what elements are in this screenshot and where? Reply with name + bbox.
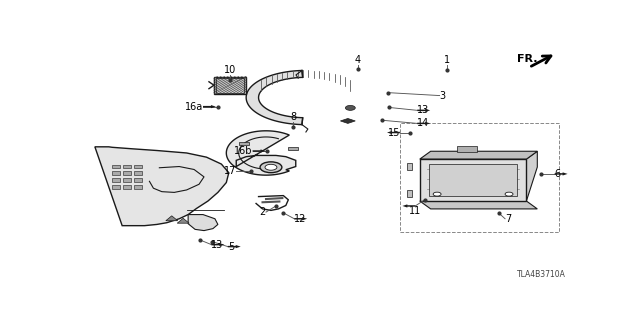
- FancyArrow shape: [211, 243, 225, 246]
- Bar: [134, 172, 142, 175]
- Bar: [123, 185, 131, 189]
- Bar: [112, 172, 120, 175]
- Polygon shape: [420, 151, 538, 159]
- Bar: [408, 190, 412, 197]
- Bar: [123, 172, 131, 175]
- Polygon shape: [95, 147, 229, 226]
- Text: TLA4B3710A: TLA4B3710A: [517, 270, 566, 279]
- Polygon shape: [227, 131, 296, 175]
- Text: 16a: 16a: [185, 102, 203, 112]
- Polygon shape: [340, 118, 355, 124]
- Bar: [288, 147, 298, 149]
- Bar: [134, 164, 142, 169]
- Polygon shape: [188, 215, 218, 231]
- Bar: [112, 185, 120, 189]
- Circle shape: [346, 105, 355, 110]
- Text: 6: 6: [555, 169, 561, 179]
- Text: 5: 5: [228, 242, 234, 252]
- Bar: [112, 164, 120, 169]
- FancyArrow shape: [228, 245, 241, 248]
- Text: 15: 15: [388, 128, 400, 138]
- Text: 4: 4: [355, 55, 361, 65]
- Text: 12: 12: [294, 214, 307, 224]
- Polygon shape: [527, 151, 538, 201]
- Polygon shape: [177, 218, 189, 223]
- Text: 8: 8: [290, 112, 296, 122]
- Circle shape: [505, 192, 513, 196]
- Circle shape: [260, 162, 282, 173]
- FancyArrow shape: [555, 172, 568, 176]
- Bar: [216, 78, 244, 92]
- FancyArrow shape: [403, 204, 415, 208]
- Polygon shape: [420, 201, 538, 209]
- Circle shape: [265, 164, 277, 170]
- Bar: [123, 178, 131, 182]
- Polygon shape: [166, 216, 178, 221]
- FancyArrow shape: [294, 217, 307, 220]
- Bar: [123, 164, 131, 169]
- Text: 7: 7: [505, 214, 511, 224]
- Text: 17: 17: [224, 166, 236, 176]
- Polygon shape: [246, 70, 303, 124]
- Circle shape: [433, 192, 441, 196]
- Text: FR.: FR.: [518, 54, 538, 64]
- Text: 13: 13: [211, 240, 224, 250]
- Text: 10: 10: [223, 65, 236, 75]
- FancyArrow shape: [387, 131, 400, 134]
- Text: 16b: 16b: [234, 146, 253, 156]
- Polygon shape: [420, 159, 527, 201]
- Bar: [408, 163, 412, 170]
- Bar: [134, 178, 142, 182]
- Text: 3: 3: [440, 91, 445, 100]
- FancyArrow shape: [417, 109, 430, 112]
- Bar: [457, 146, 477, 153]
- Bar: [134, 185, 142, 189]
- FancyArrow shape: [203, 105, 216, 108]
- FancyArrow shape: [417, 122, 430, 125]
- Bar: [239, 142, 249, 145]
- Text: 13: 13: [417, 105, 429, 115]
- Bar: [400, 124, 559, 232]
- Text: 2: 2: [260, 207, 266, 217]
- Bar: [214, 76, 246, 94]
- Bar: [112, 178, 120, 182]
- Bar: [429, 164, 518, 196]
- FancyArrow shape: [253, 149, 266, 153]
- Text: 1: 1: [444, 55, 450, 65]
- Text: 14: 14: [417, 118, 429, 128]
- Text: 11: 11: [409, 206, 421, 216]
